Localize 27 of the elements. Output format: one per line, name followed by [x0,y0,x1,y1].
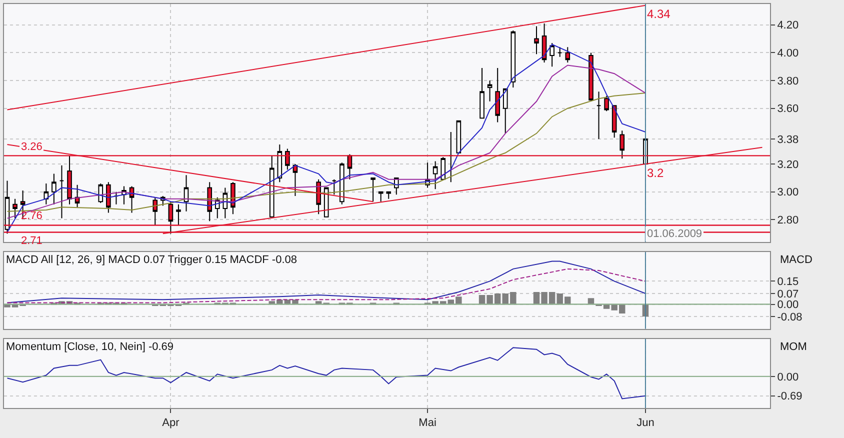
x-tick-label: Mai [418,417,436,430]
ref-line-label: 3.26 [21,141,42,153]
chart-title: Momentum [Close, 10, Nein] -0.69 [6,341,174,353]
y-tick-label: 0.00 [777,299,799,312]
ref-line-label: 01.06.2009 [647,228,702,240]
y-tick-label: 2.80 [777,214,799,227]
ref-line-label: 2.71 [21,235,42,247]
y-tick-label: -0.69 [777,390,802,403]
x-tick-label: Jun [636,417,654,430]
y-tick-label: 3.00 [777,186,799,199]
y-tick-label: -0.08 [777,311,802,324]
text: MOM [780,341,807,353]
text: MACD [780,254,812,266]
y-tick-label: 4.20 [777,20,799,32]
y-tick-label: 4.00 [777,48,799,60]
chart-title: MACD All [12, 26, 9] MACD 0.07 Trigger 0.15 MACDF -0.08 [6,254,298,266]
annotation: 3.2 [647,166,664,180]
y-tick-label: 0.00 [777,371,799,384]
y-tick-label: 3.80 [777,75,799,88]
y-tick-label: 3.38 [777,134,799,146]
annotation: 4.34 [647,7,671,21]
y-tick-label: 3.20 [777,158,799,171]
y-tick-label: 0.07 [777,288,799,300]
y-tick-label: 0.15 [777,276,799,288]
ref-line-label: 2.76 [21,210,42,222]
x-tick-label: Apr [162,417,180,430]
y-tick-label: 3.60 [777,103,799,116]
